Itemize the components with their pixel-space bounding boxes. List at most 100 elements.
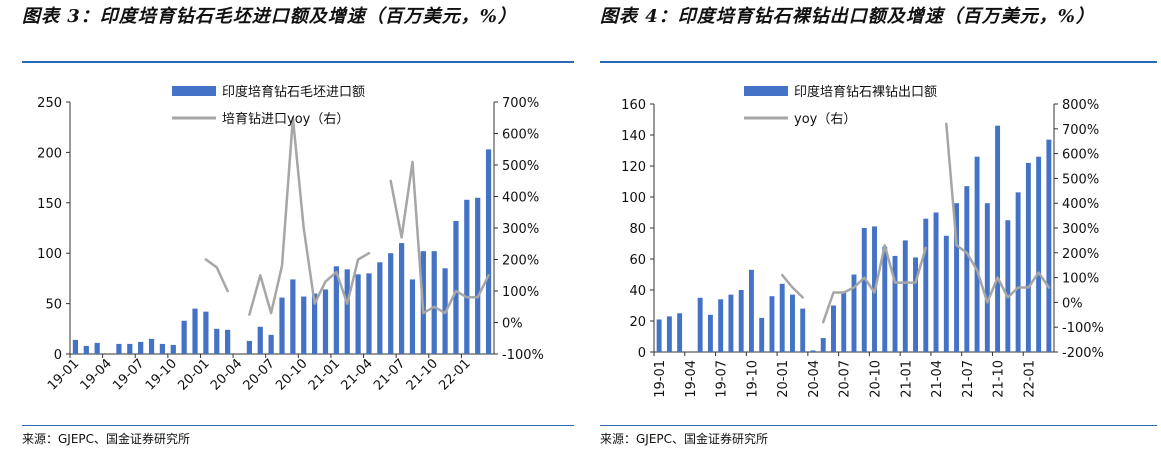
bar	[913, 257, 918, 352]
bar	[170, 344, 176, 354]
bar	[475, 197, 481, 354]
import-chart: 0 50 100 150 200 250 -100% 0% 100% 200% 300% 400% 50…	[37, 84, 544, 394]
bar	[984, 203, 990, 352]
right-axis-tick-label: 300%	[1062, 222, 1099, 237]
left-axis-tick-label: 150	[37, 197, 62, 212]
x-axis-tick-label: 19-01	[45, 356, 82, 393]
left-axis-tick-label: 60	[629, 253, 646, 268]
bar	[1036, 156, 1042, 352]
bar	[861, 228, 867, 352]
x-axis-tick-label: 20-10	[273, 356, 310, 393]
bar	[333, 266, 339, 354]
x-axis-tick-label: 20-01	[175, 356, 212, 393]
x-axis-tick-label: 21-04	[930, 360, 945, 398]
left-axis-tick-label: 0	[54, 348, 62, 363]
bar	[312, 293, 318, 354]
bar	[366, 273, 372, 354]
bar	[127, 343, 133, 354]
bar	[257, 326, 263, 354]
bar	[728, 294, 734, 352]
right-axis-tick-label: 0%	[1062, 296, 1083, 311]
bar	[831, 305, 836, 352]
x-axis-tick-label: 19-07	[110, 356, 147, 393]
title-divider	[22, 61, 574, 63]
x-axis-tick-label: 21-01	[899, 360, 914, 398]
yoy-line-segment	[248, 116, 371, 316]
x-axis-tick-label: 22-01	[436, 356, 473, 393]
bar	[246, 340, 252, 354]
bar	[398, 243, 405, 354]
left-axis-tick-label: 40	[629, 284, 646, 299]
yoy-line-segment	[389, 160, 490, 315]
bar	[933, 212, 939, 352]
source-divider	[22, 425, 574, 426]
x-axis-tick-label: 20-07	[241, 356, 278, 393]
left-axis-tick-label: 0	[638, 346, 646, 361]
x-axis-tick-label: 20-04	[807, 360, 822, 398]
x-axis-tick-label: 21-07	[371, 356, 408, 393]
bar	[116, 343, 122, 354]
bar	[943, 235, 949, 352]
title-divider	[600, 61, 1157, 63]
bar	[388, 253, 394, 354]
bar	[790, 294, 795, 352]
bar	[279, 297, 285, 354]
legend-bar-swatch	[172, 86, 216, 96]
left-axis-tick-label: 100	[621, 191, 646, 206]
bar	[964, 186, 970, 352]
left-axis-tick-label: 160	[621, 98, 646, 113]
chart-panel-export: 图表 4：印度培育钻石裸钻出口额及增速（百万美元，%） 0 20 40 60 80 100…	[594, 0, 1161, 473]
yoy-line-segment	[821, 244, 928, 324]
bar	[851, 274, 857, 352]
bar	[453, 220, 459, 354]
bar	[995, 125, 1001, 352]
bar	[902, 240, 908, 352]
bar	[779, 283, 785, 352]
left-axis-tick-label: 120	[621, 160, 646, 175]
bar	[1005, 220, 1011, 352]
bar	[485, 149, 492, 354]
bar	[409, 279, 416, 354]
x-axis-tick-label: 22-01	[1022, 360, 1037, 398]
x-axis-tick-label: 21-07	[961, 360, 976, 398]
bar	[1046, 139, 1052, 352]
yoy-line-segment	[204, 258, 229, 293]
x-axis-tick-label: 21-01	[306, 356, 343, 393]
bar	[181, 320, 187, 354]
right-axis-tick-label: 200%	[1062, 247, 1099, 262]
bar	[748, 269, 754, 352]
right-axis-tick-label: 300%	[502, 222, 539, 237]
x-axis-tick-label: 19-07	[715, 360, 730, 398]
bar	[707, 314, 713, 352]
right-axis-tick-label: 500%	[502, 159, 539, 174]
yoy-line-segment	[945, 122, 1051, 304]
bar	[290, 279, 296, 354]
source-note: 来源：GJEPC、国金证券研究所	[22, 432, 191, 446]
bar	[148, 338, 155, 354]
bar	[810, 350, 816, 352]
left-axis-tick-label: 250	[37, 96, 62, 111]
right-axis-tick-label: 100%	[1062, 272, 1099, 287]
bar	[225, 329, 231, 354]
export-chart: 0 20 40 60 80 100 120 140 160 -200% -100% 0% 100% 200…	[621, 84, 1104, 398]
left-axis-tick-label: 20	[629, 315, 646, 330]
bar	[464, 199, 470, 354]
right-axis-tick-label: 500%	[1062, 172, 1099, 187]
chart-title: 图表 3：印度培育钻石毛坯进口额及增速（百万美元，%）	[22, 6, 517, 27]
bar	[697, 297, 703, 352]
bar	[718, 299, 724, 352]
bar	[203, 311, 209, 354]
x-axis-tick-label: 19-10	[143, 356, 180, 393]
right-axis-tick-label: -200%	[1062, 346, 1104, 361]
x-axis-tick-label: 21-10	[404, 356, 441, 393]
right-axis-tick-label: 600%	[502, 128, 539, 143]
x-axis-tick-label: 21-10	[992, 360, 1007, 398]
right-axis-tick-label: 400%	[502, 191, 539, 206]
right-axis-tick-label: -100%	[502, 348, 544, 363]
x-axis-tick-label: 19-01	[653, 360, 668, 398]
bar	[954, 203, 960, 352]
bar	[355, 274, 361, 354]
bar	[431, 251, 437, 354]
right-axis-tick-label: 700%	[502, 96, 539, 111]
source-note: 来源：GJEPC、国金证券研究所	[600, 432, 769, 446]
